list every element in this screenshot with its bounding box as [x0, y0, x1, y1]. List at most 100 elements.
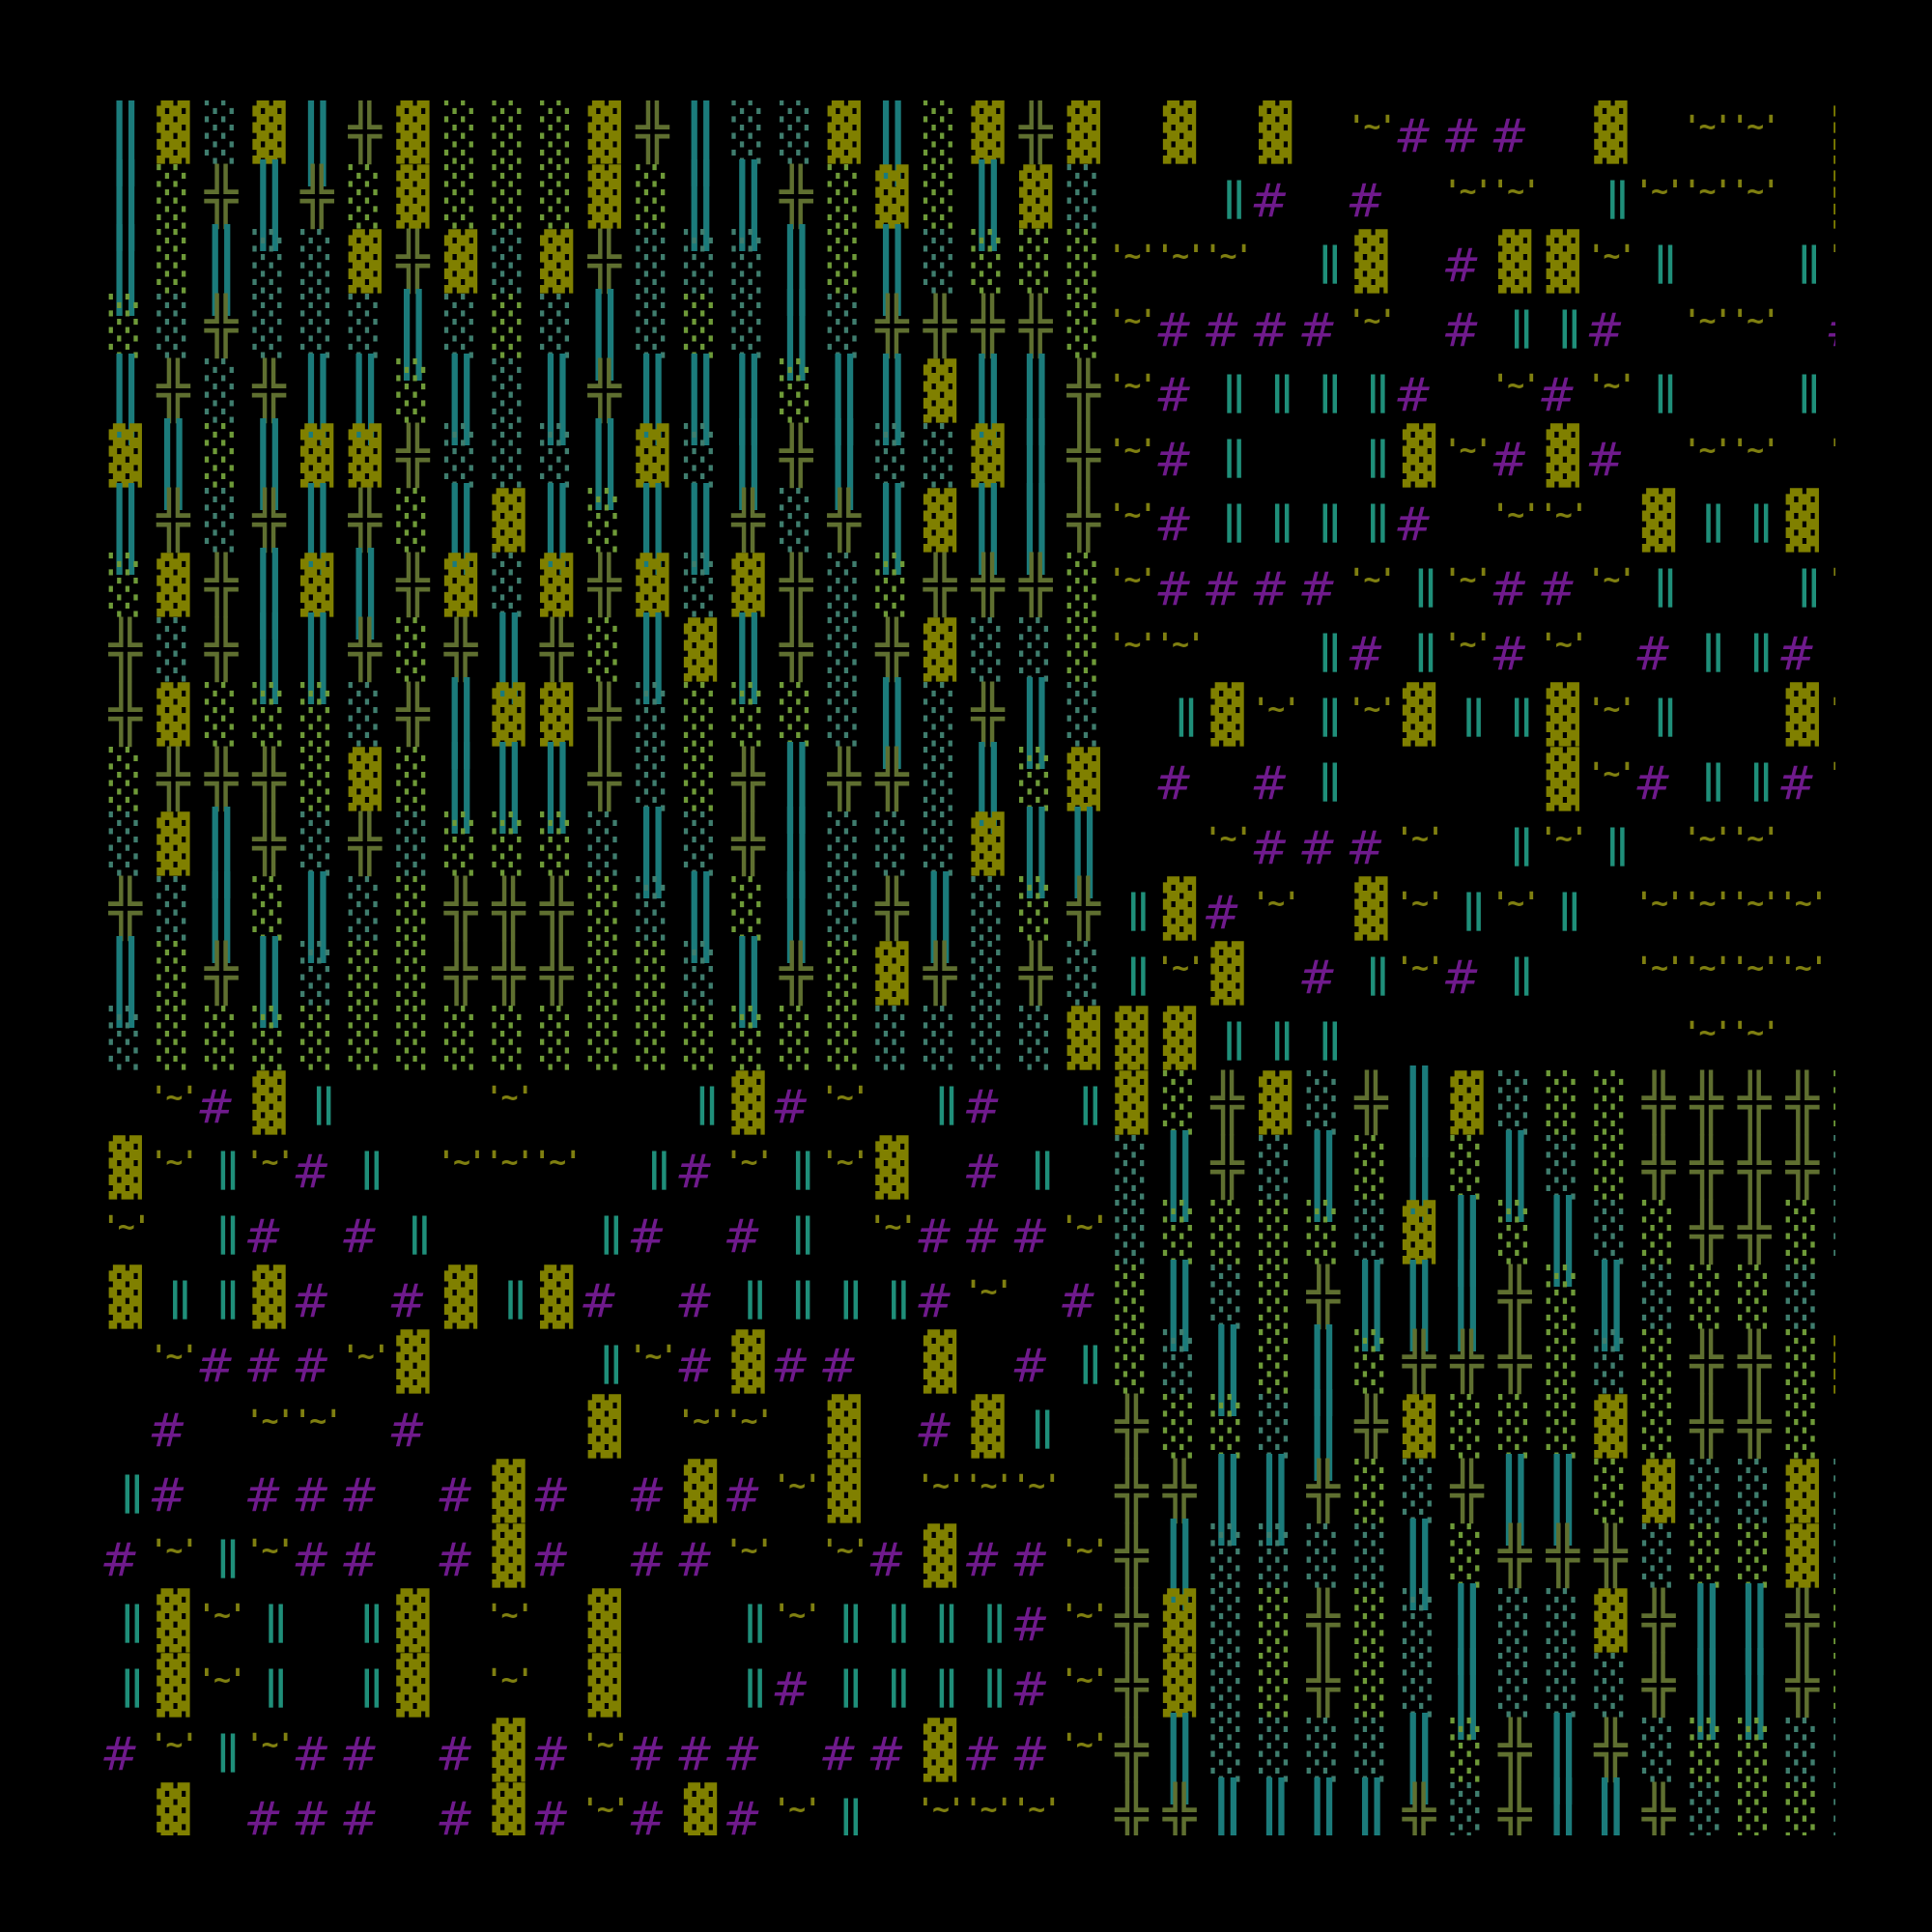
tile-hash-glyph: # — [723, 1727, 762, 1781]
tile-dots-green-glyph: ░ — [1546, 1330, 1579, 1394]
tile-double-bar-glyph: || — [1648, 240, 1682, 284]
tile-dots — [1108, 812, 1156, 877]
tile-tilde-glyph: '~' — [1443, 628, 1492, 662]
tile-dots-teal: ░ — [1587, 1201, 1635, 1265]
tile-tilde-glyph: '~' — [1060, 1663, 1109, 1697]
tile-tilde-glyph: '~' — [1443, 175, 1492, 209]
tile-dots — [1251, 424, 1299, 489]
tile-double-bar-glyph: || — [1745, 498, 1777, 543]
tile-double-bar-glyph: || — [1745, 628, 1777, 672]
tile-dots — [1108, 165, 1156, 230]
tile-wide-bars: ║ — [101, 359, 150, 439]
tile-dots — [1587, 489, 1635, 554]
tile-double-bar: || — [1634, 359, 1683, 424]
tile-hash: # — [819, 1719, 868, 1783]
tile-dots-teal-glyph: ░ — [1641, 1524, 1676, 1588]
tile-dots-teal-glyph: ░ — [1306, 1719, 1340, 1782]
tile-dots-teal: ░ — [1730, 1460, 1778, 1524]
tile-dots-green: ░ — [245, 683, 294, 748]
tile-block-glyph: ▓ — [252, 1265, 286, 1329]
tile-wide-bars-glyph: ║ — [1155, 1131, 1204, 1221]
tile-wide-bars: ║ — [101, 489, 150, 568]
tile-double-bar-glyph: || — [259, 1663, 293, 1708]
tile-dots — [293, 1654, 341, 1719]
tile-dots — [1443, 1007, 1492, 1071]
tile-double-bar-glyph: || — [1745, 757, 1777, 802]
tile-dots-green: ░ — [437, 1007, 485, 1071]
tile-grid: ║▓░▓║╬▓░░░▓╬║░░▓║░▓╬▓▓▓'~'###▓'~''~'▓║░╬… — [101, 100, 1835, 1835]
tile-tilde-glyph: '~' — [1731, 887, 1779, 921]
tile-double-bar: || — [820, 1265, 868, 1330]
tile-block: ▓ — [916, 1524, 964, 1589]
tile-dots — [1683, 359, 1731, 424]
tile-dots-green-glyph: ░ — [1594, 1460, 1628, 1523]
tile-wide-bars-glyph: ║ — [437, 743, 485, 833]
tile-hash-glyph: # — [674, 1145, 715, 1199]
tile-dots-teal: ░ — [676, 424, 724, 489]
tile-cross: ╬ — [1634, 1589, 1683, 1654]
tile-wide-bars: ║ — [1299, 1783, 1348, 1836]
tile-wide-bars: ║ — [437, 748, 485, 827]
tile-cross: ╬ — [1348, 1395, 1396, 1460]
tile-cross: ╬ — [101, 877, 150, 942]
tile-cross-glyph: ╬ — [1594, 1719, 1628, 1782]
tile-hash-glyph: # — [531, 1792, 571, 1835]
tile-cross: ╬ — [197, 554, 245, 618]
tile-tilde: '~' — [916, 1460, 965, 1524]
tile-dots — [964, 1330, 1012, 1395]
tile-hash: # — [675, 1719, 724, 1783]
tile-hash: # — [1298, 295, 1348, 359]
tile-double-bar: || — [1251, 359, 1299, 424]
tile-hash-glyph: # — [1346, 821, 1385, 875]
tile-dots-green: ░ — [1443, 1719, 1492, 1783]
tile-hash-glyph: # — [1633, 756, 1673, 810]
tile-dots-teal-glyph: ░ — [1066, 165, 1100, 229]
tile-dots-green: ░ — [389, 748, 438, 812]
tile-cross-glyph: ╬ — [1019, 554, 1053, 617]
tile-hash-glyph: # — [435, 1792, 475, 1835]
tile-double-bar: || — [1299, 1007, 1348, 1071]
tile-block-glyph: ▓ — [252, 100, 286, 164]
tile-block-glyph: ▓ — [540, 683, 574, 747]
tile-double-bar: || — [724, 1654, 773, 1719]
tile-cross-glyph: ╬ — [443, 877, 478, 941]
tile-dots-teal: ░ — [1204, 1719, 1252, 1783]
tile-dots — [1299, 424, 1348, 489]
tile-wide-bars: ║ — [293, 877, 341, 956]
tile-block-glyph: ▓ — [1259, 100, 1293, 164]
tile-dots — [1634, 1007, 1683, 1071]
tile-block: ▓ — [868, 165, 917, 230]
tile-dots-teal-glyph: ░ — [780, 100, 813, 164]
tile-dots — [581, 1071, 629, 1136]
tile-wide-bars: ║ — [1395, 1136, 1443, 1215]
tile-dots-teal: ░ — [1491, 1589, 1539, 1654]
tile-cross-glyph: ╬ — [731, 489, 765, 553]
tile-tilde-glyph: '~' — [245, 1534, 295, 1568]
tile-cross-glyph: ╬ — [396, 424, 430, 488]
tile-hash-glyph: # — [435, 1533, 475, 1587]
tile-dots — [197, 1395, 245, 1460]
tile-tilde-glyph: '~' — [150, 1728, 198, 1762]
tile-dots-teal: ░ — [1395, 1589, 1443, 1654]
tile-wide-bars: ║ — [1539, 1460, 1587, 1539]
tile-double-bar-glyph: || — [834, 1599, 867, 1643]
tile-wide-bars-glyph: ║ — [629, 484, 676, 574]
tile-double-bar: || — [868, 1589, 917, 1654]
tile-block: ▓ — [820, 100, 868, 165]
tile-hash-glyph: # — [292, 1339, 331, 1393]
tile-wide-bars: ║ — [1155, 1719, 1204, 1798]
tile-wide-bars-glyph: ║ — [1443, 1196, 1491, 1286]
tile-dots-green-glyph: ░ — [1498, 1395, 1532, 1459]
tile-cross: ╬ — [1348, 1071, 1396, 1136]
tile-wide-bars: ║ — [485, 748, 533, 827]
tile-tilde-glyph: '~' — [437, 1146, 486, 1179]
tile-tilde-glyph: '~' — [1395, 952, 1444, 985]
tile-cross: ╬ — [1204, 1071, 1252, 1136]
tile-dots-teal: ░ — [916, 424, 964, 489]
tile-cross: ╬ — [772, 424, 820, 489]
tile-dots-teal-glyph: ░ — [1833, 1719, 1835, 1783]
tile-wide-bars-glyph: ║ — [1299, 1131, 1347, 1221]
tile-dots-green: ░ — [437, 100, 485, 165]
tile-hash-glyph: # — [1250, 562, 1290, 616]
tile-dots-teal: ░ — [1827, 1136, 1835, 1201]
